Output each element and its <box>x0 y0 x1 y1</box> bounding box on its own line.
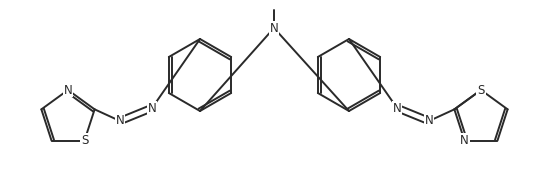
Text: N: N <box>424 114 433 128</box>
Text: N: N <box>393 101 401 114</box>
Text: N: N <box>116 114 125 128</box>
Text: S: S <box>81 134 88 147</box>
Text: N: N <box>148 101 156 114</box>
Text: S: S <box>477 84 485 97</box>
Text: N: N <box>270 22 278 34</box>
Text: N: N <box>460 134 469 147</box>
Text: N: N <box>64 84 72 97</box>
